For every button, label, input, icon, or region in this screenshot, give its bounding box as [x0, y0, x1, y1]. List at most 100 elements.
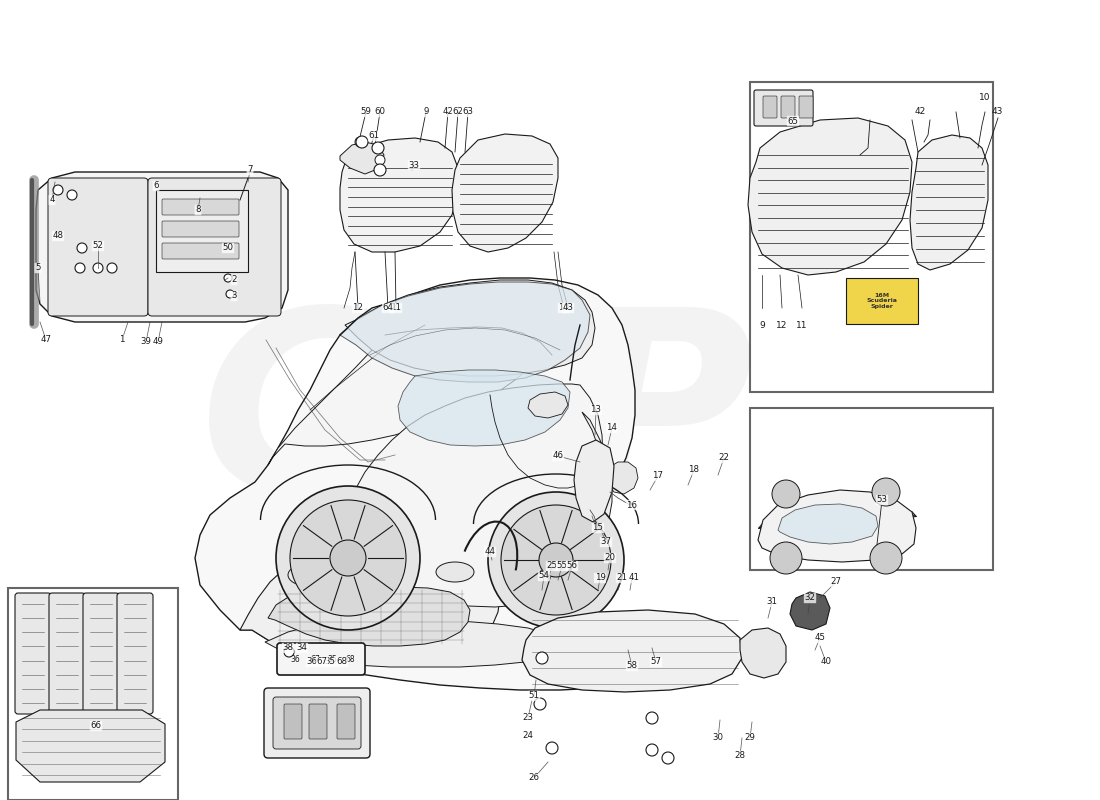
Text: 3: 3: [231, 291, 236, 301]
FancyBboxPatch shape: [50, 593, 85, 714]
Text: 11: 11: [796, 321, 807, 330]
Text: 1: 1: [119, 335, 124, 345]
Circle shape: [770, 542, 802, 574]
Text: 14: 14: [606, 423, 617, 433]
Text: 28: 28: [735, 751, 746, 761]
Circle shape: [534, 698, 546, 710]
Circle shape: [546, 742, 558, 754]
Polygon shape: [778, 504, 878, 544]
Text: 20: 20: [605, 554, 616, 562]
Text: 45: 45: [814, 634, 825, 642]
Text: 63: 63: [462, 107, 473, 117]
Text: 36: 36: [290, 654, 300, 663]
FancyBboxPatch shape: [781, 96, 795, 118]
Polygon shape: [574, 440, 614, 522]
Circle shape: [372, 142, 384, 154]
Text: 19: 19: [595, 574, 605, 582]
FancyBboxPatch shape: [117, 593, 153, 714]
Polygon shape: [910, 135, 988, 270]
Polygon shape: [240, 554, 501, 665]
Circle shape: [539, 543, 573, 577]
Text: 61: 61: [368, 131, 379, 141]
Polygon shape: [340, 138, 458, 252]
Polygon shape: [580, 412, 635, 678]
Circle shape: [488, 492, 624, 628]
Text: 12: 12: [777, 321, 788, 330]
FancyBboxPatch shape: [48, 178, 148, 316]
Text: 34: 34: [297, 643, 308, 653]
Circle shape: [872, 478, 900, 506]
Text: 18: 18: [689, 466, 700, 474]
Text: 35: 35: [327, 654, 337, 663]
Text: 67: 67: [317, 658, 328, 666]
Polygon shape: [340, 142, 384, 174]
Text: 52: 52: [92, 242, 103, 250]
Text: 6: 6: [153, 182, 158, 190]
Circle shape: [374, 164, 386, 176]
FancyBboxPatch shape: [162, 243, 239, 259]
Polygon shape: [748, 118, 912, 275]
Polygon shape: [340, 282, 590, 382]
Text: 29: 29: [745, 734, 756, 742]
Polygon shape: [790, 592, 830, 630]
Polygon shape: [36, 172, 288, 322]
Text: 21: 21: [616, 574, 627, 582]
Text: 35: 35: [324, 658, 336, 666]
Text: 11: 11: [390, 303, 402, 313]
Polygon shape: [758, 490, 916, 562]
Circle shape: [67, 190, 77, 200]
Text: 68: 68: [345, 654, 355, 663]
Circle shape: [356, 136, 369, 148]
Text: 53: 53: [877, 495, 888, 505]
Circle shape: [107, 263, 117, 273]
Text: 16: 16: [627, 501, 638, 510]
Text: 4: 4: [50, 195, 55, 205]
Circle shape: [224, 274, 232, 282]
Polygon shape: [345, 280, 595, 376]
Polygon shape: [345, 384, 603, 607]
Circle shape: [94, 263, 103, 273]
Polygon shape: [740, 628, 786, 678]
Text: 16M
Scuderia
Spider: 16M Scuderia Spider: [867, 293, 898, 310]
Text: 65: 65: [788, 117, 799, 126]
Polygon shape: [195, 278, 636, 690]
Circle shape: [870, 542, 902, 574]
FancyBboxPatch shape: [273, 697, 361, 749]
Text: 42: 42: [914, 107, 925, 117]
Circle shape: [75, 263, 85, 273]
Text: 57: 57: [650, 658, 661, 666]
Text: 46: 46: [552, 451, 563, 461]
FancyBboxPatch shape: [337, 704, 355, 739]
Text: 43: 43: [562, 303, 573, 313]
Ellipse shape: [436, 562, 474, 582]
Circle shape: [772, 480, 800, 508]
Text: 47: 47: [41, 335, 52, 345]
Text: 59: 59: [361, 107, 372, 117]
Ellipse shape: [288, 564, 328, 586]
Text: 50: 50: [222, 243, 233, 253]
Text: 48: 48: [53, 231, 64, 241]
FancyBboxPatch shape: [82, 593, 119, 714]
FancyBboxPatch shape: [309, 704, 327, 739]
Polygon shape: [452, 134, 558, 252]
Circle shape: [355, 137, 365, 147]
Polygon shape: [398, 370, 570, 446]
Text: 9: 9: [424, 107, 429, 117]
FancyBboxPatch shape: [162, 199, 239, 215]
Text: 49: 49: [153, 338, 164, 346]
FancyBboxPatch shape: [846, 278, 918, 324]
Text: 62: 62: [452, 107, 463, 117]
Circle shape: [646, 712, 658, 724]
Text: 40: 40: [821, 658, 832, 666]
Circle shape: [53, 185, 63, 195]
Text: 10: 10: [559, 303, 570, 313]
Text: 23: 23: [522, 714, 534, 722]
Text: 22: 22: [718, 454, 729, 462]
Circle shape: [290, 500, 406, 616]
Text: 51: 51: [528, 691, 539, 701]
Circle shape: [375, 155, 385, 165]
Circle shape: [77, 243, 87, 253]
Polygon shape: [16, 710, 165, 782]
FancyBboxPatch shape: [148, 178, 280, 316]
Text: 7: 7: [248, 166, 253, 174]
